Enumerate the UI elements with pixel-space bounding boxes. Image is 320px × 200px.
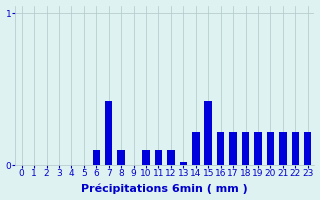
- Bar: [155, 150, 162, 165]
- Bar: [229, 132, 237, 165]
- Bar: [167, 150, 175, 165]
- Bar: [292, 132, 299, 165]
- Bar: [242, 132, 249, 165]
- Bar: [142, 150, 150, 165]
- Bar: [279, 132, 287, 165]
- Bar: [254, 132, 262, 165]
- Bar: [117, 150, 125, 165]
- Bar: [92, 150, 100, 165]
- Bar: [105, 101, 112, 165]
- Bar: [180, 162, 187, 165]
- Bar: [192, 132, 199, 165]
- Bar: [267, 132, 274, 165]
- Bar: [217, 132, 224, 165]
- Bar: [204, 101, 212, 165]
- X-axis label: Précipitations 6min ( mm ): Précipitations 6min ( mm ): [81, 184, 248, 194]
- Bar: [304, 132, 311, 165]
